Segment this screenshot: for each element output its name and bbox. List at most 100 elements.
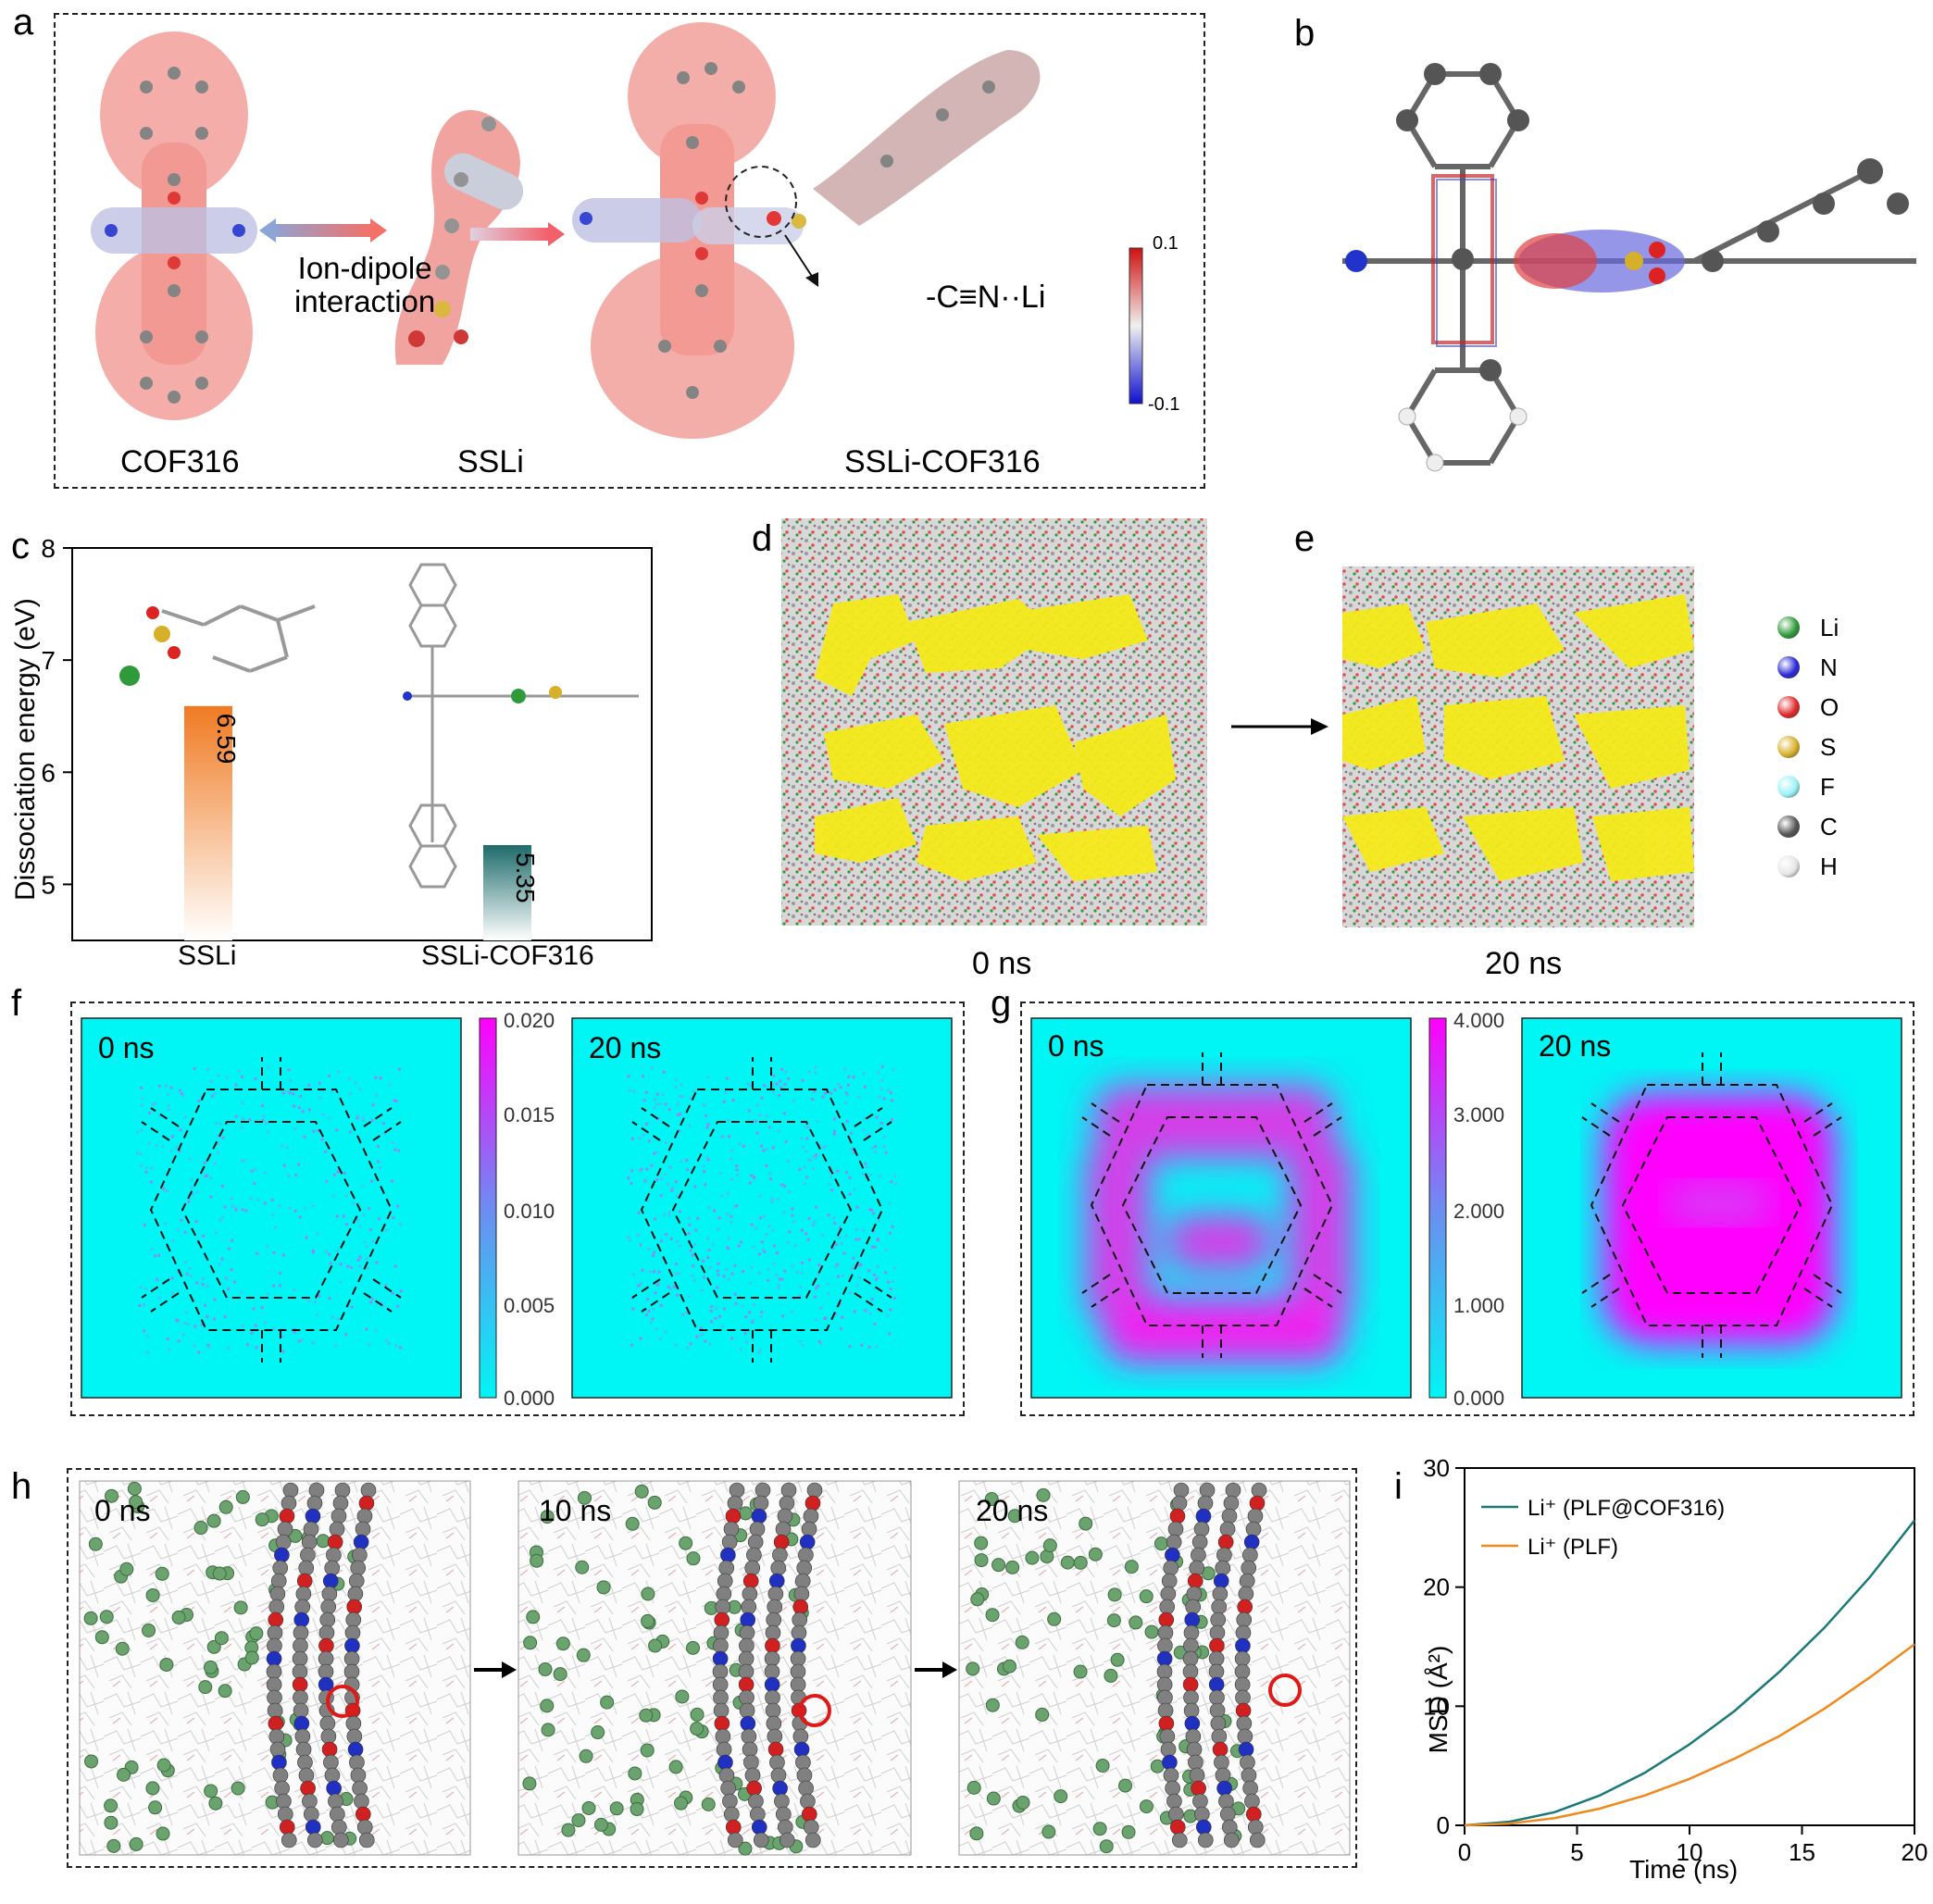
li-ion <box>214 1631 229 1646</box>
density-dot <box>869 1173 873 1176</box>
density-dot <box>240 1290 243 1295</box>
density-dot <box>727 1237 730 1240</box>
cof-atom <box>718 1560 735 1576</box>
density-dot <box>287 1068 291 1072</box>
density-dot <box>765 1164 768 1168</box>
density-dot <box>379 1076 382 1080</box>
cof-atom <box>739 1702 755 1719</box>
density-dot <box>228 1247 231 1251</box>
density-dot <box>791 1213 794 1217</box>
density-dot <box>362 1115 366 1120</box>
density-dot <box>780 1067 784 1071</box>
li-ion <box>738 1506 753 1521</box>
density-dot <box>771 1228 775 1232</box>
density-dot <box>281 1350 285 1353</box>
density-dot <box>631 1307 635 1311</box>
density-dot <box>808 1159 813 1163</box>
density-dot <box>854 1227 858 1231</box>
density-dot <box>396 1304 400 1308</box>
density-dot <box>704 1339 707 1343</box>
cof-atom <box>712 1650 729 1667</box>
density-dot <box>695 1335 699 1338</box>
cof-atom <box>713 1637 729 1654</box>
density-dot <box>361 1118 366 1123</box>
li-ion <box>1150 1759 1165 1773</box>
density-dot <box>304 1206 307 1210</box>
cof-atom <box>1186 1741 1203 1758</box>
density-dot <box>780 1183 784 1187</box>
density-dot <box>674 1272 678 1276</box>
density-dot <box>815 1153 818 1157</box>
density-dot <box>871 1212 876 1215</box>
chart-c-ylabel: Dissociation energy (eV) <box>10 598 41 901</box>
li-ion <box>117 1767 131 1782</box>
density-dot <box>868 1312 872 1315</box>
density-dot <box>719 1171 723 1176</box>
density-dot <box>339 1263 343 1266</box>
density-dot <box>335 1214 339 1218</box>
density-dot <box>190 1177 193 1182</box>
li-ion <box>1015 1635 1029 1649</box>
li-ion <box>969 1826 984 1841</box>
cof-atom <box>1191 1534 1208 1550</box>
cbar-g-tick-3: 1.000 <box>1453 1294 1505 1317</box>
md-frame-time-2: 20 ns <box>976 1494 1049 1527</box>
density-dot <box>266 1292 269 1296</box>
density-dot <box>644 1313 649 1317</box>
cof-atom <box>742 1741 758 1758</box>
cof-atom <box>792 1612 808 1628</box>
density-dot <box>667 1211 671 1214</box>
cof-atom <box>741 1728 757 1745</box>
density-dot <box>227 1346 231 1350</box>
cof-atom <box>1160 1741 1177 1758</box>
density-dot <box>164 1188 168 1192</box>
density-dot <box>782 1211 786 1214</box>
density-dot <box>758 1114 762 1117</box>
density-dot <box>845 1170 849 1175</box>
cof-atom <box>332 1495 349 1512</box>
density-dot <box>772 1244 777 1248</box>
cof-atom <box>1243 1534 1260 1550</box>
density-dot <box>862 1172 866 1176</box>
density-dot <box>397 1067 402 1071</box>
li-ion <box>686 1640 701 1655</box>
density-dot <box>671 1186 675 1189</box>
cbar-f-tick-0: 0.020 <box>504 1009 555 1032</box>
density-dot <box>854 1238 858 1241</box>
cof-atom <box>1238 1741 1254 1758</box>
li-ion <box>1007 1509 1022 1524</box>
cof-atom <box>1182 1650 1199 1667</box>
li-ion <box>1005 1560 1020 1574</box>
density-dot <box>180 1218 183 1222</box>
cof-atom <box>1209 1702 1226 1719</box>
cof-atom <box>1235 1624 1252 1641</box>
density-dot <box>717 1216 721 1220</box>
density-dot <box>143 1303 146 1307</box>
density-dot <box>889 1308 892 1312</box>
cof-atom <box>326 1780 342 1797</box>
cof-atom <box>1216 1547 1232 1563</box>
chart-i-legend-label-1: Li⁺ (PLF) <box>1528 1535 1618 1560</box>
density-dot <box>281 1091 285 1095</box>
density-dot <box>848 1192 852 1196</box>
cof-atom <box>1171 1495 1188 1512</box>
cof-atom <box>274 1780 290 1797</box>
density-dot <box>762 1214 767 1218</box>
li-ion <box>576 1648 591 1662</box>
density-dot <box>384 1338 389 1342</box>
density-dot <box>848 1176 852 1180</box>
chart-c-ytick-label: 6 <box>41 758 56 787</box>
li-ion <box>593 1817 608 1832</box>
cof-atom <box>1195 1819 1212 1836</box>
density-dot <box>838 1236 842 1239</box>
cof-atom <box>294 1728 311 1745</box>
density-dot <box>755 1103 759 1107</box>
density-dot <box>344 1223 349 1226</box>
density-dot <box>293 1330 296 1334</box>
density-dot <box>801 1261 804 1265</box>
li-ion <box>208 1796 223 1811</box>
cof-atom <box>804 1832 821 1848</box>
density-dot <box>244 1209 248 1213</box>
cof-atom <box>277 1806 293 1823</box>
density-dot <box>864 1162 867 1165</box>
